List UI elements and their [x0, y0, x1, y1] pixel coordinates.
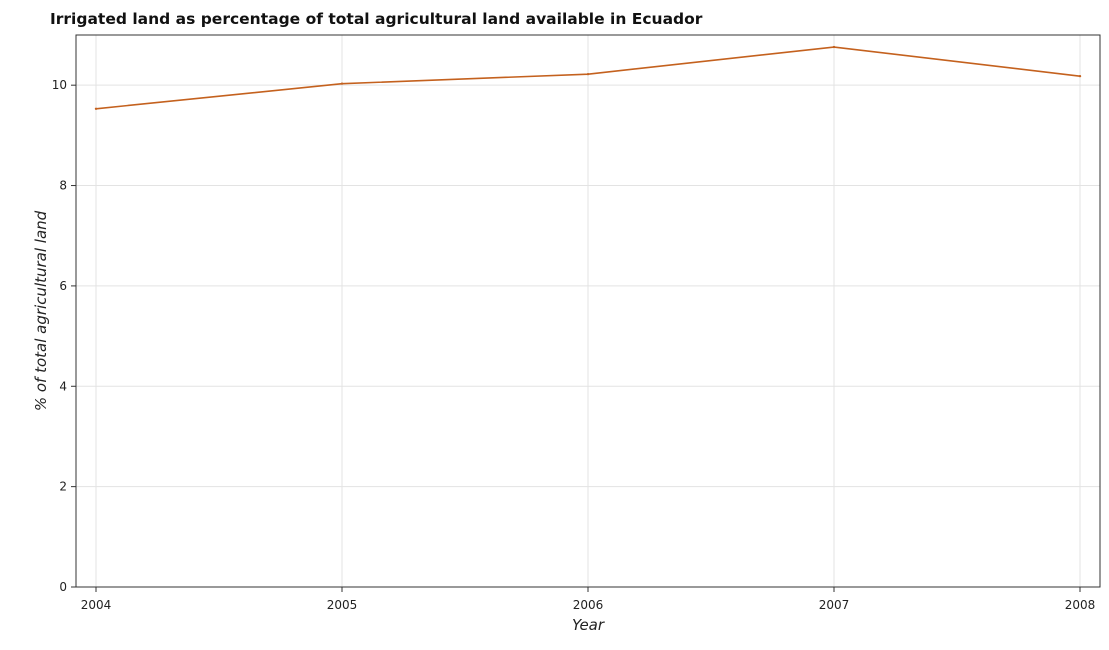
y-axis: 0 2 4 6 8 10 [52, 78, 76, 594]
y-tick-label: 2 [59, 480, 67, 494]
x-axis-label: Year [572, 616, 605, 634]
y-tick-label: 10 [52, 78, 67, 92]
grid [76, 35, 1100, 588]
x-tick-label: 2004 [81, 598, 112, 612]
y-tick-label: 0 [59, 580, 67, 594]
y-axis-label: % of total agricultural land [32, 210, 50, 411]
y-tick-label: 6 [59, 279, 67, 293]
data-point [1078, 74, 1082, 78]
data-point [340, 82, 344, 85]
y-tick-label: 8 [59, 179, 67, 193]
series-line-group [94, 45, 1082, 110]
data-point [94, 107, 98, 110]
x-tick-label: 2005 [327, 598, 358, 612]
data-point [586, 72, 590, 76]
x-tick-label: 2007 [819, 598, 850, 612]
x-axis: 2004 2005 2006 2007 2008 [81, 587, 1096, 612]
x-tick-label: 2006 [573, 598, 604, 612]
y-tick-label: 4 [59, 379, 67, 393]
data-point [832, 45, 836, 49]
chart-title: Irrigated land as percentage of total ag… [50, 10, 703, 28]
x-tick-label: 2008 [1065, 598, 1096, 612]
